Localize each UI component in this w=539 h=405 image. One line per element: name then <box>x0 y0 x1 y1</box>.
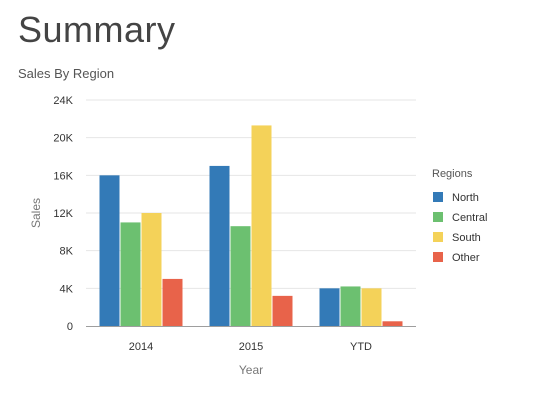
x-tick-label: 2014 <box>129 341 153 353</box>
bar-other-2014 <box>162 278 183 326</box>
y-tick-label: 4K <box>60 283 74 295</box>
legend-label-other: Other <box>452 252 480 264</box>
legend-swatch-central <box>433 212 443 222</box>
bar-north-ytd <box>319 288 340 326</box>
bar-south-2014 <box>141 213 162 326</box>
y-axis-title: Sales <box>29 198 43 228</box>
bar-south-2015 <box>251 125 272 326</box>
legend-label-south: South <box>452 232 481 244</box>
y-tick-label: 12K <box>53 208 73 220</box>
y-tick-label: 8K <box>60 246 74 258</box>
legend-swatch-other <box>433 252 443 262</box>
x-axis-title: Year <box>239 363 263 377</box>
y-tick-label: 16K <box>53 170 73 182</box>
y-tick-label: 0 <box>67 321 73 333</box>
bar-central-2015 <box>230 226 251 326</box>
bar-north-2014 <box>99 175 120 326</box>
y-tick-label: 24K <box>53 95 73 107</box>
legend-label-north: North <box>452 192 479 204</box>
legend-swatch-north <box>433 192 443 202</box>
x-tick-label: YTD <box>350 341 372 353</box>
bar-south-ytd <box>361 288 382 326</box>
bar-central-ytd <box>340 286 361 326</box>
legend-label-central: Central <box>452 212 487 224</box>
chart-title: Sales By Region <box>18 66 115 81</box>
bar-north-2015 <box>209 165 230 326</box>
legend-swatch-south <box>433 232 443 242</box>
y-tick-label: 20K <box>53 133 73 145</box>
legend-title: Regions <box>432 168 473 180</box>
x-tick-label: 2015 <box>239 341 263 353</box>
bar-other-2015 <box>272 295 293 326</box>
bar-other-ytd <box>382 321 403 326</box>
bar-central-2014 <box>120 222 141 326</box>
page-title: Summary <box>18 9 176 50</box>
